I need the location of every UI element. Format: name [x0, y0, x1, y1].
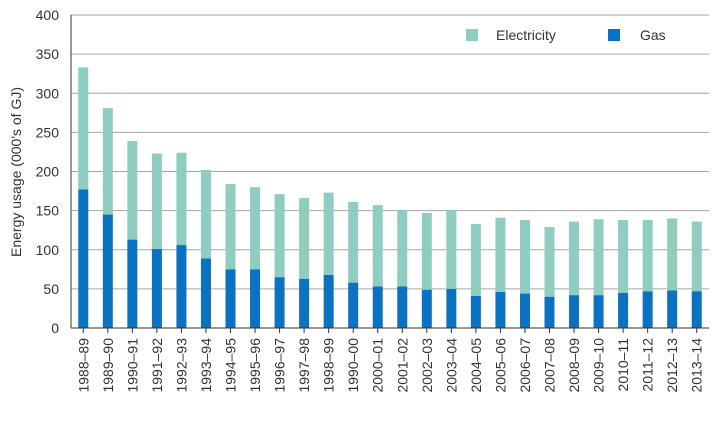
bar-electricity	[519, 220, 530, 294]
bar-gas	[569, 295, 580, 328]
bar-gas	[544, 296, 555, 328]
bar-electricity	[470, 223, 481, 296]
bar-electricity	[127, 140, 138, 240]
bar-gas	[470, 295, 481, 328]
legend: Electricity Gas	[466, 27, 666, 43]
x-tick-label: 1989–90	[100, 338, 116, 393]
gridlines	[71, 14, 709, 329]
bar-gas	[348, 282, 359, 328]
bar-electricity	[691, 221, 702, 292]
x-tick-label: 2002–03	[419, 338, 435, 393]
bar-electricity	[225, 184, 236, 270]
bar-gas	[593, 295, 604, 328]
y-tick-label: 350	[36, 46, 60, 62]
bar-gas	[78, 189, 89, 328]
y-tick-label: 100	[36, 242, 60, 258]
bar-gas	[519, 293, 530, 328]
x-tick-label: 1992–93	[173, 338, 189, 393]
x-tick-label: 2009–10	[591, 338, 607, 393]
bar-electricity	[78, 67, 89, 190]
x-tick-label: 2001–02	[394, 338, 410, 393]
x-tick-label: 1994–95	[223, 338, 239, 393]
x-tick-label: 1990–00	[345, 338, 361, 393]
bar-electricity	[372, 205, 383, 287]
bar-electricity	[200, 169, 211, 259]
legend-label-electricity: Electricity	[496, 27, 556, 43]
y-axis-label: Energy usage (000's of GJ)	[8, 87, 24, 257]
bar-gas	[446, 288, 457, 328]
bar-electricity	[544, 227, 555, 297]
x-tick-label: 2007–08	[542, 338, 558, 393]
axes: 0 50 100 150 200 250 300 350 400 1988–89 1989–90 19…	[36, 7, 709, 393]
x-tick-label: 1988–89	[75, 338, 91, 393]
bar-electricity	[274, 194, 285, 278]
y-tick-label: 400	[36, 7, 60, 23]
x-tick-label: 1991–92	[149, 338, 165, 393]
y-tick-label: 50	[43, 281, 59, 297]
bar-electricity	[102, 108, 113, 215]
legend-swatch-electricity	[466, 29, 478, 41]
bar-electricity	[618, 220, 629, 293]
bar-gas	[323, 274, 334, 328]
bar-electricity	[299, 198, 310, 279]
bar-gas	[397, 286, 408, 328]
bar-gas	[176, 245, 187, 328]
x-tick-label: 2004–05	[468, 338, 484, 393]
bar-electricity	[151, 153, 162, 249]
bar-electricity	[495, 217, 506, 293]
x-tick-label: 2000–01	[370, 338, 386, 393]
bar-gas	[421, 289, 432, 328]
bar-electricity	[250, 187, 261, 270]
x-tick-label: 2012–13	[664, 338, 680, 393]
bar-electricity	[569, 221, 580, 296]
bar-gas	[200, 258, 211, 328]
bar-electricity	[446, 209, 457, 289]
bar-gas	[372, 286, 383, 328]
x-tick-label: 1998–99	[321, 338, 337, 393]
x-tick-label: 2006–07	[517, 338, 533, 393]
bar-gas	[691, 291, 702, 328]
bar-gas	[250, 269, 261, 328]
bar-gas	[102, 214, 113, 328]
x-tick-label: 2008–09	[566, 338, 582, 393]
x-tick-label: 1997–98	[296, 338, 312, 393]
y-tick-label: 150	[36, 203, 60, 219]
bar-electricity	[348, 202, 359, 283]
bar-gas	[274, 277, 285, 328]
bar-electricity	[421, 212, 432, 290]
x-tick-label: 2010–11	[615, 338, 631, 392]
legend-swatch-gas	[608, 29, 620, 41]
bar-electricity	[176, 152, 187, 246]
y-tick-label: 250	[36, 124, 60, 140]
x-tick-label: 2003–04	[443, 338, 459, 393]
bar-electricity	[593, 219, 604, 296]
x-tick-label: 2011–12	[640, 338, 656, 392]
bar-gas	[127, 239, 138, 328]
bar-electricity	[397, 209, 408, 287]
x-tick-label: 1993–94	[198, 338, 214, 393]
bar-gas	[618, 292, 629, 328]
bar-gas	[667, 290, 678, 328]
y-tick-label: 0	[51, 320, 59, 336]
x-tick-label: 1995–96	[247, 338, 263, 393]
bar-gas	[225, 269, 236, 328]
x-tick-label: 1990–91	[124, 338, 140, 393]
y-tick-label: 200	[36, 164, 60, 180]
bar-electricity	[667, 218, 678, 291]
bar-gas	[642, 291, 653, 328]
y-tick-label: 300	[36, 85, 60, 101]
x-tick-label: 2013–14	[689, 338, 705, 393]
bar-electricity	[642, 220, 653, 292]
bars	[78, 67, 702, 328]
x-tick-label: 2005–06	[492, 338, 508, 393]
bar-electricity	[323, 192, 334, 275]
bar-gas	[299, 278, 310, 328]
bar-gas	[495, 292, 506, 328]
bar-gas	[151, 248, 162, 328]
legend-label-gas: Gas	[640, 27, 666, 43]
x-tick-label: 1996–97	[272, 338, 288, 393]
